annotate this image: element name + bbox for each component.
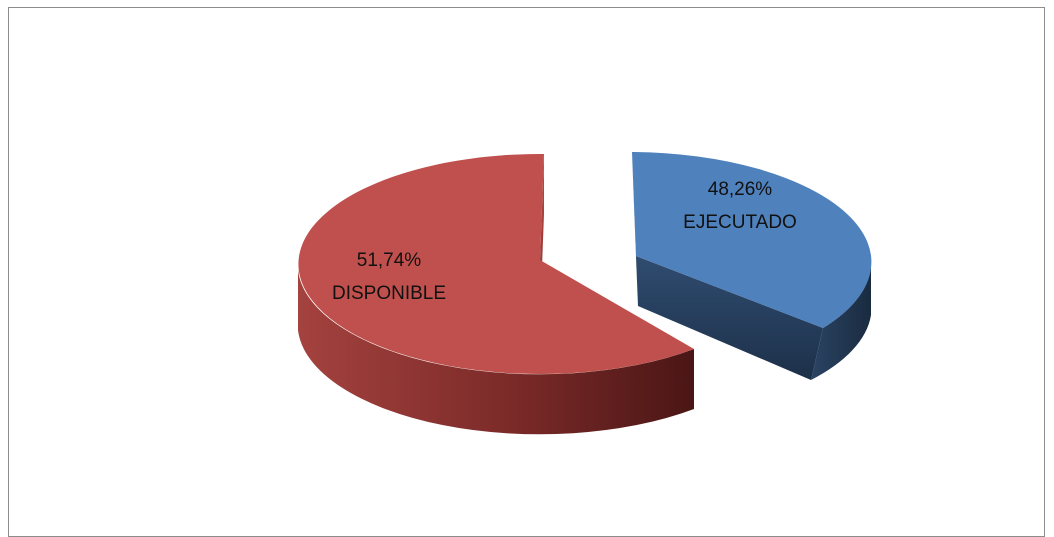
slice-ejecutado-top	[632, 152, 872, 328]
slice-disponible-top	[298, 153, 694, 374]
slice-ejecutado-category-label: EJECUTADO	[683, 212, 797, 233]
slice-ejecutado-side	[811, 262, 872, 380]
pie-slice-disponible	[298, 153, 694, 435]
slice-ejecutado-inner-edge	[636, 256, 823, 380]
slice-disponible-percent-label: 51,74%	[357, 250, 422, 271]
slice-ejecutado-percent-label: 48,26%	[708, 179, 773, 200]
pie-chart: 51,74% DISPONIBLE 48,26% EJECUTADO	[298, 152, 872, 435]
slice-disponible-category-label: DISPONIBLE	[332, 283, 446, 304]
slice-disponible-side	[298, 270, 694, 435]
pie-slice-ejecutado	[632, 152, 872, 380]
